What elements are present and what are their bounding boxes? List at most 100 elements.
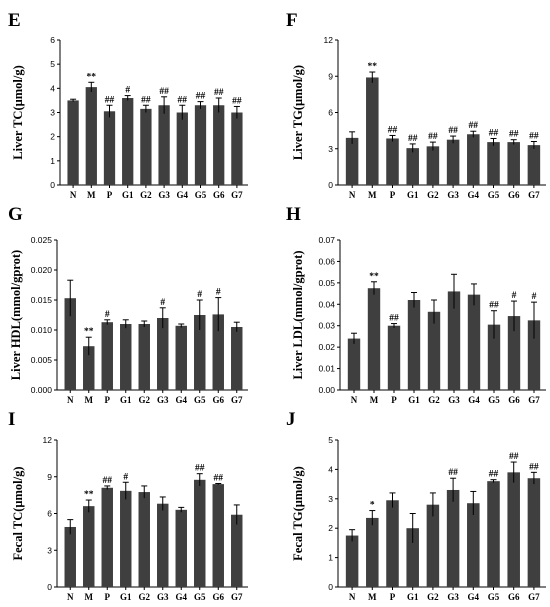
bar [83,506,95,587]
bar [345,535,359,587]
category-label: G7 [231,190,243,200]
category-label: P [107,190,113,200]
y-tick-label: 1 [328,553,333,563]
bar [487,481,500,587]
y-tick-label: 6 [50,35,55,45]
bar [527,478,541,587]
category-label: G6 [508,190,520,200]
bar [386,500,399,587]
significance-label: ## [509,130,519,140]
y-tick-label: 3 [47,545,52,555]
significance-label: ## [232,96,242,106]
y-tick-label: 0.015 [31,295,53,305]
category-label: G4 [175,395,187,405]
bar [347,338,361,390]
y-tick-label: 0.03 [318,321,335,331]
significance-label: ## [509,452,519,462]
bar [103,111,116,185]
category-label: G3 [447,592,459,602]
panel-letter: H [286,204,301,225]
bar [467,294,481,390]
y-tick-label: 0.005 [31,355,53,365]
significance-label: ## [103,476,113,486]
bar [426,504,440,587]
category-label: N [349,190,356,200]
significance-label: ## [389,314,399,324]
y-axis-label: Liver TG(μmol/g) [291,65,305,160]
significance-label: ## [214,88,224,98]
bar [176,112,188,185]
category-label: G5 [194,592,206,602]
bar [507,142,520,185]
y-tick-label: 3 [328,144,333,154]
category-label: G5 [488,592,500,602]
significance-label: # [105,310,110,320]
bar [212,484,224,587]
y-tick-label: 9 [47,472,52,482]
bar [367,288,381,390]
category-label: G5 [194,395,206,405]
significance-label: ** [369,272,379,282]
bar [64,298,76,390]
bar [138,324,150,390]
y-tick-label: 2 [50,132,55,142]
bar [527,320,541,390]
y-axis-label: Liver TC(μmol/g) [11,65,25,159]
category-label: G1 [407,190,419,200]
category-label: G3 [158,190,170,200]
category-label: G4 [468,190,480,200]
bar [447,291,461,390]
panel-e: E Liver TC(μmol/g) 0 1 2 3 4 5 6 N M ** P ## G1 # G2 ## G3… [8,10,248,200]
y-tick-label: 0.05 [318,278,335,288]
bar [101,322,113,390]
panel-letter: I [8,409,15,430]
bar [426,146,440,185]
category-label: G3 [447,190,459,200]
bar [467,134,480,185]
bar [175,325,187,390]
bar [83,346,95,390]
bar [527,145,541,185]
category-label: G7 [528,190,540,200]
significance-label: ## [159,87,169,97]
significance-label: ## [489,301,499,311]
y-tick-label: 4 [328,464,333,474]
category-label: G7 [231,592,243,602]
bar [366,77,379,185]
category-label: G7 [231,395,243,405]
bar [507,316,521,390]
y-tick-label: 12 [43,435,53,445]
category-label: G2 [428,395,440,405]
category-label: G3 [157,395,169,405]
significance-label: # [532,292,537,302]
bar [194,315,206,390]
significance-label: * [370,501,375,511]
bar [120,324,132,390]
category-label: N [351,395,358,405]
bar [231,514,243,587]
significance-label: ## [195,464,205,474]
category-label: G2 [427,592,439,602]
y-axis-label: Liver LDL(mmol/gprot) [291,250,305,379]
bar [101,487,113,587]
category-label: G1 [122,190,134,200]
bar [446,139,460,185]
bar [213,105,225,185]
category-label: N [349,592,356,602]
category-label: P [391,395,397,405]
category-label: M [85,592,94,602]
significance-label: ## [489,470,499,480]
category-label: G3 [157,592,169,602]
y-tick-label: 12 [324,35,334,45]
y-tick-label: 0.00 [318,385,335,395]
bar [427,311,441,390]
significance-label: ## [529,132,539,142]
significance-label: ## [448,126,458,136]
category-label: M [370,395,379,405]
category-label: G2 [138,592,150,602]
bar [231,327,243,390]
significance-label: # [160,298,165,308]
significance-label: # [197,290,202,300]
significance-label: ## [388,125,398,135]
